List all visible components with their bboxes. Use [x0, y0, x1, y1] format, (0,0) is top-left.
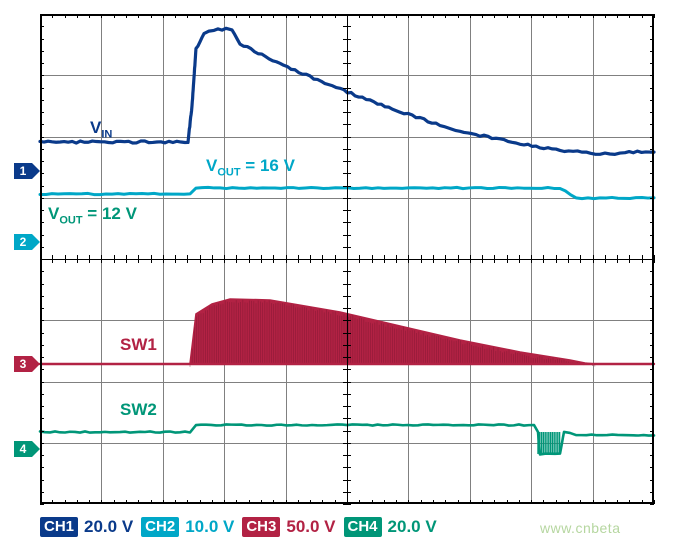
channel-marker-2: 2 — [14, 234, 32, 250]
oscilloscope-screenshot: VIN VOUT = 16 V VOUT = 12 V SW1 SW2 CH1 … — [0, 0, 680, 548]
ch2-value: 10.0 V — [183, 517, 238, 537]
channel-marker-4: 4 — [14, 441, 32, 457]
channel-marker-1: 1 — [14, 163, 32, 179]
label-vout-16v: VOUT = 16 V — [206, 156, 295, 178]
ch4-tag: CH4 — [344, 517, 382, 537]
ch1-tag: CH1 — [40, 517, 78, 537]
ch1-value: 20.0 V — [82, 517, 137, 537]
channel-marker-3: 3 — [14, 356, 32, 372]
label-sw1: SW1 — [120, 335, 157, 355]
label-vout-12v: VOUT = 12 V — [48, 204, 137, 226]
watermark-text: www.cnbeta — [540, 520, 620, 536]
ch2-tag: CH2 — [141, 517, 179, 537]
label-sw2: SW2 — [120, 400, 157, 420]
plot-area — [40, 14, 654, 504]
ch3-value: 50.0 V — [284, 517, 339, 537]
ch4-value: 20.0 V — [386, 517, 441, 537]
label-vin: VIN — [90, 118, 112, 140]
ch3-tag: CH3 — [242, 517, 280, 537]
